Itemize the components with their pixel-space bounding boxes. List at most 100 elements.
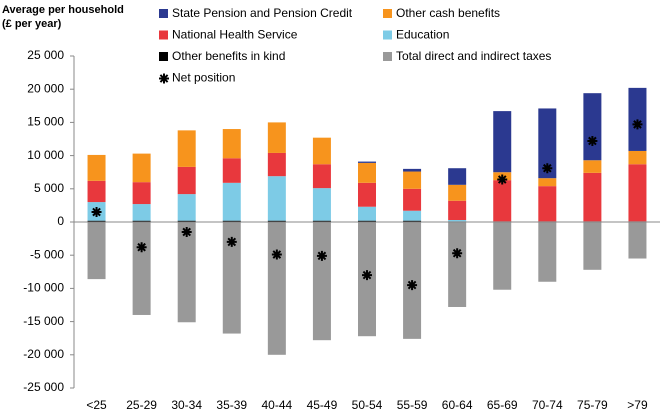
bar-segment xyxy=(267,122,286,153)
bar-segment xyxy=(538,186,557,222)
bar-segment xyxy=(312,220,331,222)
bar-segment xyxy=(628,164,647,222)
net-position-marker xyxy=(362,270,372,281)
bar-segment xyxy=(87,222,106,280)
y-tick-label: 15 000 xyxy=(27,115,64,129)
bar-segment xyxy=(222,129,241,159)
bar-segment xyxy=(132,222,151,315)
bar-segment xyxy=(538,222,557,282)
bar-segment xyxy=(312,137,331,165)
bar-segment xyxy=(267,152,286,177)
net-position-marker xyxy=(632,119,643,130)
x-tick-label: >79 xyxy=(627,398,648,412)
bar-segment xyxy=(358,206,376,221)
y-tick-label: 25 000 xyxy=(27,48,64,62)
bar-segment xyxy=(177,194,196,221)
bar-segment xyxy=(448,200,467,221)
bar-segment xyxy=(358,182,376,207)
bar-segment xyxy=(403,168,422,172)
net-position-marker xyxy=(452,248,463,259)
bar-segment xyxy=(267,176,286,221)
bar-segment xyxy=(358,220,376,222)
legend-swatch xyxy=(159,9,168,18)
x-tick-label: 35-39 xyxy=(216,398,247,412)
bar-segment xyxy=(358,162,376,183)
x-tick-label: 70-74 xyxy=(532,398,563,412)
bar-segment xyxy=(358,161,376,163)
bar-segment xyxy=(403,220,422,222)
bar-segment xyxy=(538,178,557,187)
legend-label: Total direct and indirect taxes xyxy=(396,49,551,63)
bar-segment xyxy=(403,210,422,221)
x-tick-label: 40-44 xyxy=(261,398,292,412)
y-axis-title: Average per household xyxy=(2,4,124,16)
legend-label: State Pension and Pension Credit xyxy=(172,6,353,20)
legend-label: Other benefits in kind xyxy=(172,49,285,63)
bar-segment xyxy=(87,154,106,181)
net-position-marker xyxy=(226,236,237,247)
y-tick-label: -10 000 xyxy=(23,281,64,295)
bar-segment xyxy=(583,172,602,222)
bar-segment xyxy=(403,171,422,189)
bar-segment xyxy=(132,153,151,183)
y-tick-label: 20 000 xyxy=(27,81,64,95)
bar-segment xyxy=(222,182,241,221)
bar-segment xyxy=(132,182,151,205)
bar-segment xyxy=(583,222,602,270)
legend-label: Education xyxy=(396,28,449,42)
x-tick-label: 60-64 xyxy=(442,398,473,412)
net-position-marker xyxy=(271,249,282,260)
x-tick-label: 30-34 xyxy=(171,398,202,412)
bar-segment xyxy=(222,222,241,334)
bar-segment xyxy=(538,108,557,179)
bar-segment xyxy=(448,184,467,201)
bar-segment xyxy=(177,220,196,222)
bar-segment xyxy=(267,220,286,222)
legend-swatch xyxy=(159,30,168,40)
net-position-marker xyxy=(181,226,192,237)
x-tick-label: 25-29 xyxy=(126,398,157,412)
x-tick-label: <25 xyxy=(86,398,107,412)
bar-segment xyxy=(448,168,467,185)
bar-segment xyxy=(132,204,151,221)
net-position-marker xyxy=(587,135,598,146)
net-position-marker xyxy=(407,280,418,291)
bar-segment xyxy=(493,180,512,222)
bar-segment xyxy=(493,111,512,173)
legend-label: Other cash benefits xyxy=(396,6,500,20)
y-tick-label: -15 000 xyxy=(23,314,64,328)
bar-segment xyxy=(312,164,331,189)
y-tick-label: 5 000 xyxy=(34,181,64,195)
x-tick-label: 45-49 xyxy=(307,398,338,412)
net-position-marker xyxy=(136,242,147,253)
y-tick-label: -20 000 xyxy=(23,347,64,361)
bar-segment xyxy=(583,160,602,173)
bar-segment xyxy=(222,158,241,183)
legend-swatch xyxy=(383,30,392,40)
legend-marker xyxy=(159,73,169,84)
legend-label: National Health Service xyxy=(172,28,298,42)
bar-segment xyxy=(448,220,467,222)
y-tick-label: -5 000 xyxy=(30,247,64,261)
bar-segment xyxy=(448,222,467,307)
net-position-marker xyxy=(91,207,102,218)
x-tick-label: 65-69 xyxy=(487,398,518,412)
net-position-marker xyxy=(542,163,553,174)
x-tick-label: 50-54 xyxy=(352,398,383,412)
bar-segment xyxy=(583,93,602,161)
bar-segment xyxy=(267,222,286,355)
bar-segment xyxy=(177,130,196,167)
net-position-marker xyxy=(497,174,508,185)
bar-segment xyxy=(177,166,196,195)
x-tick-label: 75-79 xyxy=(577,398,608,412)
bar-segment xyxy=(628,222,647,259)
bar-segment xyxy=(493,222,512,290)
net-position-marker xyxy=(316,250,327,261)
bar-segment xyxy=(312,222,331,341)
y-axis-title: (£ per year) xyxy=(2,18,62,30)
bar-segment xyxy=(312,188,331,221)
y-tick-label: 10 000 xyxy=(27,148,64,162)
bar-segment xyxy=(628,150,647,165)
x-tick-label: 55-59 xyxy=(397,398,428,412)
